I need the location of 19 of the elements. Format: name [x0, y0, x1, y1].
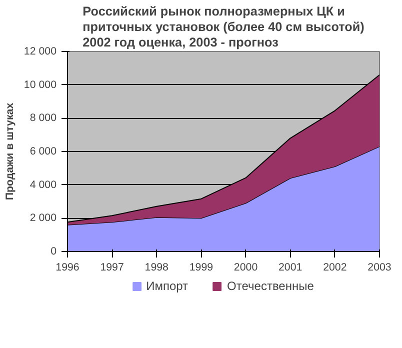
- y-tick-label: 12 000: [24, 46, 57, 58]
- y-tick-label: 8 000: [30, 112, 57, 124]
- x-tick-label: 1997: [100, 262, 124, 274]
- x-tick-label: 2000: [234, 262, 258, 274]
- legend-label: Импорт: [146, 279, 188, 293]
- chart-title: Российский рынок полноразмерных ЦК и приточных установок (более 40 см высотой) 2002 год оценка, 2003 - прогноз: [82, 4, 364, 50]
- x-tick-label: 1999: [189, 262, 214, 274]
- y-axis-title: Продажи в штуках: [4, 102, 16, 200]
- x-tick-label: 2001: [278, 262, 302, 274]
- y-tick-label: 2 000: [30, 212, 57, 224]
- y-tick-label: 4 000: [30, 178, 57, 191]
- x-tick-label: 2003: [368, 262, 392, 274]
- x-tick-label: 1998: [144, 262, 169, 274]
- y-tick-label: 6 000: [30, 146, 57, 158]
- x-tick-label: 2002: [323, 262, 347, 274]
- y-tick-label: 0: [50, 246, 57, 258]
- x-tick-label: 1996: [56, 262, 80, 274]
- y-tick-label: 10 000: [24, 78, 57, 91]
- legend-label: Отечественные: [227, 279, 314, 293]
